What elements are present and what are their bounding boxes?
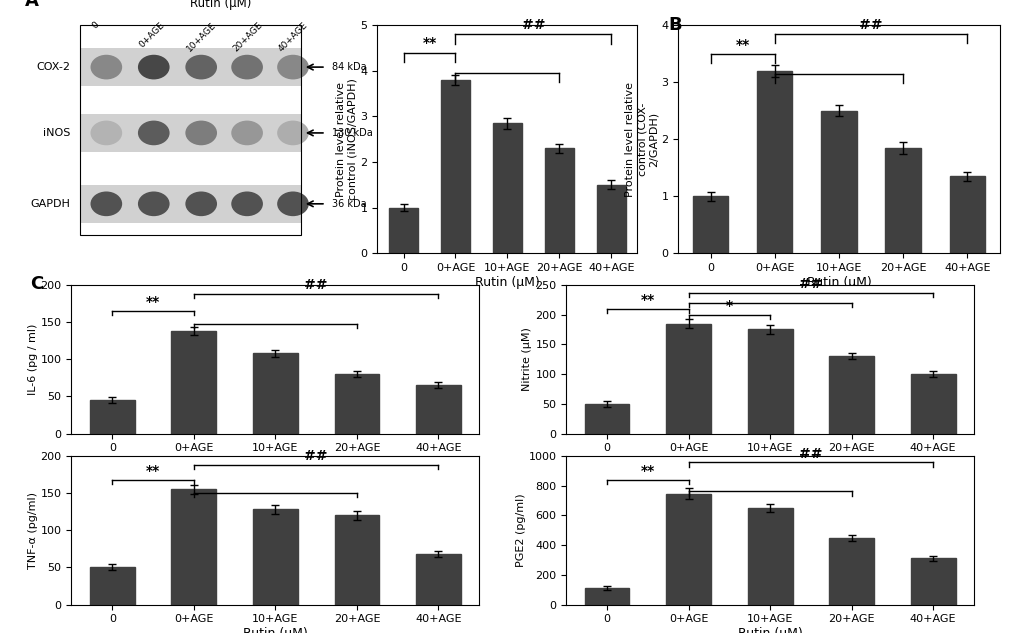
Ellipse shape	[91, 55, 122, 79]
Text: 0: 0	[90, 20, 101, 30]
Bar	[584, 588, 629, 605]
X-axis label: Rutin (μM): Rutin (μM)	[243, 627, 308, 633]
Bar	[90, 567, 135, 605]
Bar	[90, 400, 135, 434]
Y-axis label: Nitrite (μM): Nitrite (μM)	[522, 327, 532, 391]
Text: **: **	[735, 37, 749, 51]
Bar	[884, 148, 920, 253]
Bar	[828, 356, 873, 434]
Text: GAPDH: GAPDH	[31, 199, 70, 209]
Bar	[171, 331, 216, 434]
Bar	[910, 374, 955, 434]
Y-axis label: PGE2 (pg/ml): PGE2 (pg/ml)	[515, 493, 525, 567]
Y-axis label: TNF-α (pg/ml): TNF-α (pg/ml)	[28, 492, 38, 568]
Y-axis label: Protein level relative
control (iNOS/GAPDH): Protein level relative control (iNOS/GAP…	[336, 78, 358, 200]
Bar	[334, 374, 379, 434]
Bar	[441, 80, 470, 253]
Text: Rutin (μM): Rutin (μM)	[190, 0, 251, 10]
Ellipse shape	[138, 55, 169, 79]
Bar	[544, 148, 573, 253]
Ellipse shape	[277, 120, 309, 146]
Ellipse shape	[185, 120, 217, 146]
Text: **: **	[422, 36, 436, 51]
Text: iNOS: iNOS	[43, 128, 70, 138]
Ellipse shape	[277, 55, 309, 79]
Bar	[828, 537, 873, 605]
Ellipse shape	[138, 191, 169, 216]
X-axis label: Rutin (μM): Rutin (μM)	[806, 276, 870, 289]
Bar	[747, 329, 792, 434]
Bar	[665, 494, 710, 605]
Bar	[820, 111, 856, 253]
Text: **: **	[146, 464, 160, 478]
Text: 40+AGE: 40+AGE	[277, 20, 310, 53]
Ellipse shape	[185, 55, 217, 79]
Y-axis label: Protein level relative
control (COX-
2/GAPDH): Protein level relative control (COX- 2/G…	[625, 82, 658, 197]
Ellipse shape	[231, 55, 263, 79]
Ellipse shape	[277, 191, 309, 216]
Text: 84 kDa: 84 kDa	[331, 62, 366, 72]
Text: ##: ##	[798, 277, 821, 291]
FancyBboxPatch shape	[79, 114, 301, 152]
Ellipse shape	[231, 120, 263, 146]
Bar	[665, 323, 710, 434]
Ellipse shape	[185, 191, 217, 216]
Text: *: *	[726, 299, 733, 313]
Bar	[171, 489, 216, 605]
Text: 20+AGE: 20+AGE	[230, 20, 264, 53]
Ellipse shape	[231, 191, 263, 216]
Text: **: **	[146, 296, 160, 310]
Bar	[253, 353, 298, 434]
Bar	[692, 196, 728, 253]
Y-axis label: IL-6 (pg / ml): IL-6 (pg / ml)	[28, 323, 38, 395]
Text: 36 kDa: 36 kDa	[331, 199, 366, 209]
Text: B: B	[667, 16, 681, 34]
X-axis label: Rutin (μM): Rutin (μM)	[475, 276, 539, 289]
X-axis label: Rutin (μM): Rutin (μM)	[737, 627, 802, 633]
Bar	[416, 554, 461, 605]
Bar	[747, 508, 792, 605]
Bar	[416, 385, 461, 434]
Text: **: **	[640, 464, 654, 478]
Text: A: A	[24, 0, 39, 10]
Text: ##: ##	[304, 279, 327, 292]
Text: 0+AGE: 0+AGE	[138, 20, 166, 49]
Bar	[596, 185, 625, 253]
Text: ##: ##	[858, 18, 881, 32]
Text: **: **	[640, 293, 654, 307]
Text: C: C	[31, 275, 44, 293]
Ellipse shape	[91, 191, 122, 216]
Text: ##: ##	[521, 18, 544, 32]
Bar	[334, 515, 379, 605]
Bar	[389, 208, 418, 253]
Bar	[910, 558, 955, 605]
X-axis label: Rutin (μM): Rutin (μM)	[243, 456, 308, 469]
Text: 130 kDa: 130 kDa	[331, 128, 372, 138]
Bar	[253, 510, 298, 605]
Ellipse shape	[138, 120, 169, 146]
Text: COX-2: COX-2	[37, 62, 70, 72]
Text: ##: ##	[798, 447, 821, 461]
Bar	[756, 71, 792, 253]
Bar	[584, 404, 629, 434]
Bar	[949, 176, 984, 253]
Text: 10+AGE: 10+AGE	[184, 20, 218, 53]
FancyBboxPatch shape	[79, 185, 301, 223]
Ellipse shape	[91, 120, 122, 146]
FancyBboxPatch shape	[79, 48, 301, 86]
Bar	[492, 123, 522, 253]
Text: ##: ##	[304, 449, 327, 463]
X-axis label: Rutin (μM): Rutin (μM)	[737, 456, 802, 469]
